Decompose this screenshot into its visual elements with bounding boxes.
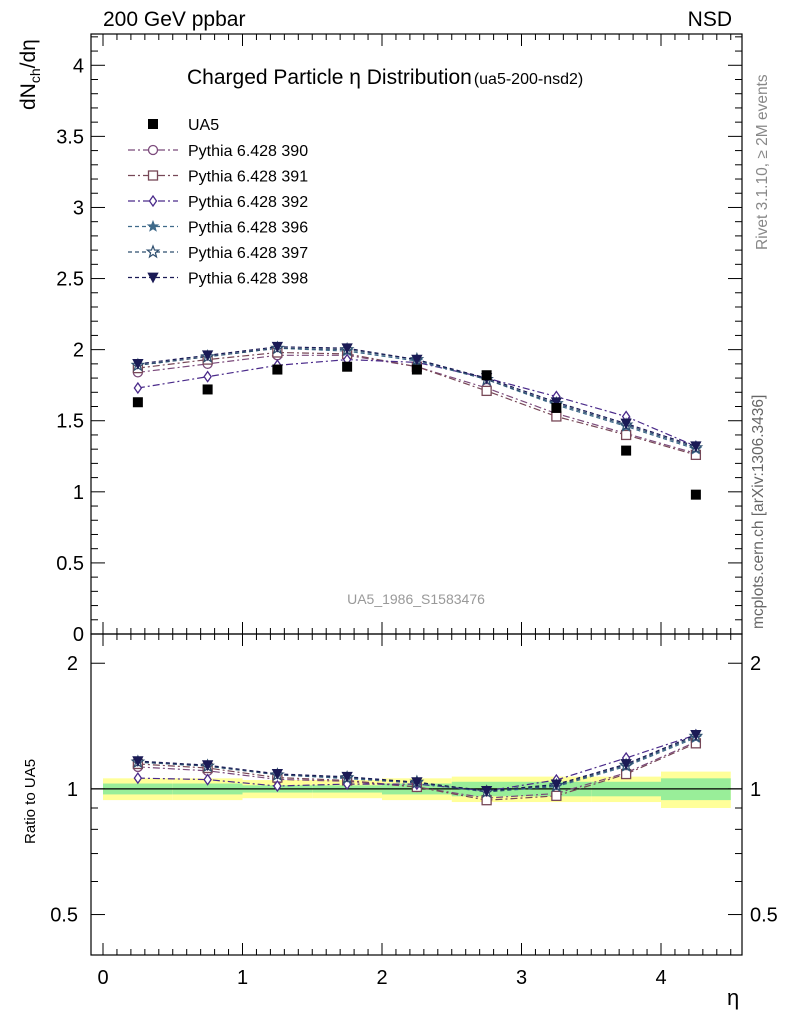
legend-label-1: Pythia 6.428 391 [188,169,308,186]
x-tick-label: 0 [97,967,108,989]
energy-label: 200 GeV ppbar [103,8,246,31]
legend-label-5: Pythia 6.428 398 [188,271,308,288]
chart-title-text: Charged Particle η Distribution [187,66,472,89]
chart-title: Charged Particle η Distribution (ua5-200-… [187,66,583,90]
series-point-1 [481,385,492,397]
legend-marker-2 [148,194,158,208]
series-point-5 [132,358,144,370]
ylabel-rest: /dη [17,39,40,68]
y-tick-label: 0 [73,624,84,646]
legend-marker-4 [145,244,161,259]
ratio-point-2 [273,779,282,793]
data-point-ua5 [202,384,213,395]
ratio-tick-label-right: 0.5 [750,905,778,927]
x-tick-label: 1 [237,967,248,989]
data-point-ua5 [481,370,492,381]
ratio-point-5 [341,771,353,783]
x-tick-label: 3 [516,967,527,989]
legend-marker-0 [147,144,159,156]
ratio-line-5 [137,734,697,792]
data-point-ua5 [551,402,562,413]
legend-label-0: Pythia 6.428 390 [188,143,308,160]
x-tick-label: 4 [655,967,666,989]
ratio-point-5 [271,769,284,780]
ratio-tick-label-left: 0.5 [50,905,78,927]
series-point-1 [551,411,562,422]
ratio-tick-label-right: 1 [750,779,761,801]
ratio-point-5 [411,777,423,789]
data-point-ua5 [132,397,143,408]
mcplots-label: mcplots.cern.ch [arXiv:1306.3436] [750,394,767,629]
y-tick-label: 2.5 [56,269,84,291]
series-point-5 [271,341,284,353]
legend-marker-1 [147,170,159,181]
y-tick-label: 3.5 [56,126,84,148]
x-axis-label: η [727,985,740,1010]
legend-marker-5 [147,272,159,284]
legend-label-4: Pythia 6.428 397 [188,245,308,262]
legend-label-3: Pythia 6.428 396 [188,220,308,237]
series-point-2 [203,370,212,383]
ratio-point-5 [132,756,144,767]
ratio-point-5 [550,779,563,791]
series-point-5 [201,350,214,362]
ratio-y-axis-label: Ratio to UA5 [22,758,39,844]
ratio-point-5 [620,759,632,770]
ratio-point-2 [133,771,143,785]
y-tick-label: 2 [73,340,84,362]
ratio-point-5 [480,785,493,797]
legend-marker-ua5 [148,119,158,129]
x-tick-label: 2 [376,967,387,989]
data-point-ua5 [342,361,353,372]
series-point-5 [620,418,632,430]
series-point-1 [620,429,632,441]
ratio-line-2 [137,734,697,792]
ratio-point-5 [201,760,214,772]
ratio-point-5 [690,729,702,741]
process-label: NSD [687,8,732,31]
ratio-point-2 [203,773,212,786]
data-point-ua5 [272,364,283,375]
ylabel-subscript: ch [27,68,43,83]
y-tick-label: 0.5 [56,553,84,575]
ratio-tick-label-left: 2 [67,653,78,675]
ratio-tick-label-left: 1 [67,779,78,801]
ratio-tick-label-right: 2 [750,653,761,675]
data-point-ua5 [690,489,701,500]
chart-title-tag: (ua5-200-nsd2) [473,71,584,88]
legend-marker-3 [146,219,160,232]
legend-label-2: Pythia 6.428 392 [188,194,308,211]
rivet-label: Rivet 3.1.10, ≥ 2M events [754,74,771,250]
series-point-5 [341,343,353,355]
series-point-5 [550,397,563,409]
series-point-5 [411,354,423,366]
ratio-plot-frame [90,633,743,956]
ratio-point-1 [551,790,562,802]
ratio-line-4 [137,735,697,793]
data-point-ua5 [411,364,422,375]
y-tick-label: 1 [73,482,84,504]
y-tick-label: 1.5 [56,411,84,433]
main-y-axis-label: dNch/dη [17,39,43,110]
ratio-line-0 [137,741,697,799]
series-point-2 [133,381,143,395]
series-point-5 [690,441,702,453]
y-tick-label: 4 [73,55,84,77]
y-tick-label: 3 [73,197,84,219]
data-point-ua5 [621,445,632,456]
legend-label-ua5: UA5 [188,117,219,134]
analysis-watermark: UA5_1986_S1583476 [347,591,485,607]
